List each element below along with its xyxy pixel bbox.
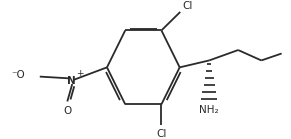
Text: NH₂: NH₂ [199,105,219,115]
Text: ⁻O: ⁻O [12,70,25,80]
Text: +: + [76,69,84,78]
Text: N: N [67,76,76,86]
Text: O: O [63,106,71,116]
Text: Cl: Cl [156,129,167,139]
Text: Cl: Cl [182,1,193,11]
